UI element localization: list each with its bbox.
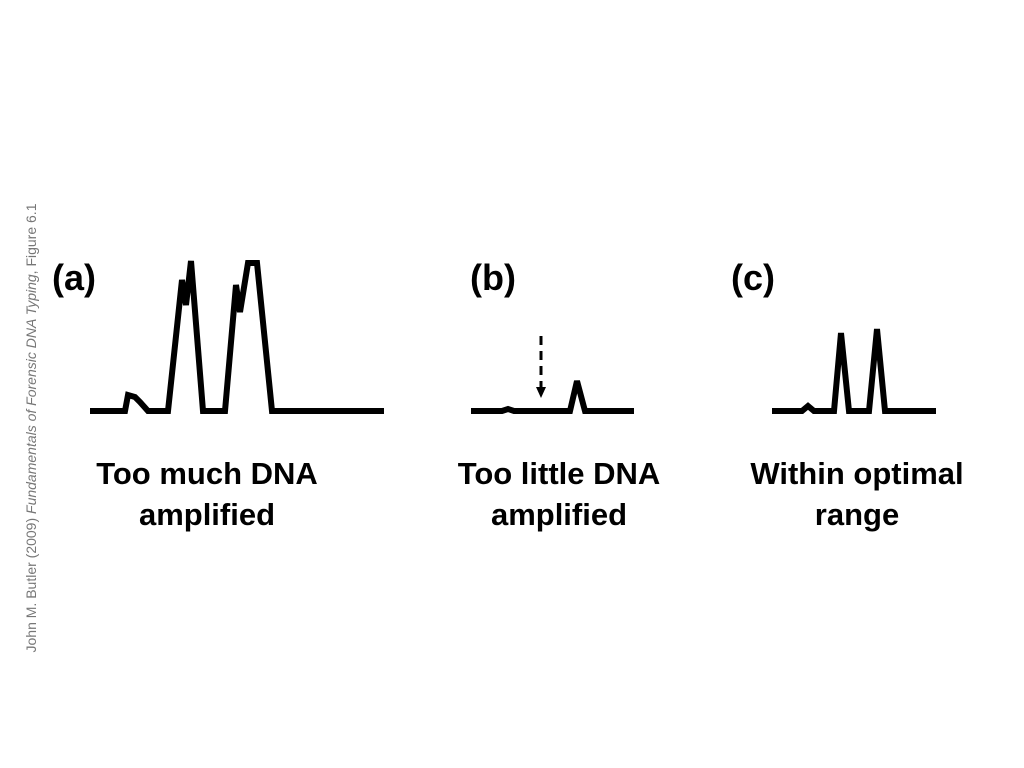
caption-line: Too little DNA xyxy=(458,456,661,491)
caption-line: amplified xyxy=(491,497,627,532)
caption-line: amplified xyxy=(139,497,275,532)
credit-book: Fundamentals of Forensic DNA Typing xyxy=(23,274,39,514)
caption-line: Too much DNA xyxy=(96,456,318,491)
caption-line: range xyxy=(815,497,899,532)
credit-figure: , Figure 6.1 xyxy=(23,203,39,274)
credit: John M. Butler (2009) Fundamentals of Fo… xyxy=(23,203,39,652)
credit-author: John M. Butler (2009) xyxy=(23,514,39,653)
trace-c xyxy=(772,328,936,414)
trace-b xyxy=(471,380,634,414)
panel-label: (c) xyxy=(731,257,775,298)
caption-line: Within optimal xyxy=(750,456,963,491)
panel-label: (a) xyxy=(52,257,96,298)
arrow-head xyxy=(536,387,546,398)
panel-label: (b) xyxy=(470,257,516,298)
trace-a xyxy=(90,260,384,414)
